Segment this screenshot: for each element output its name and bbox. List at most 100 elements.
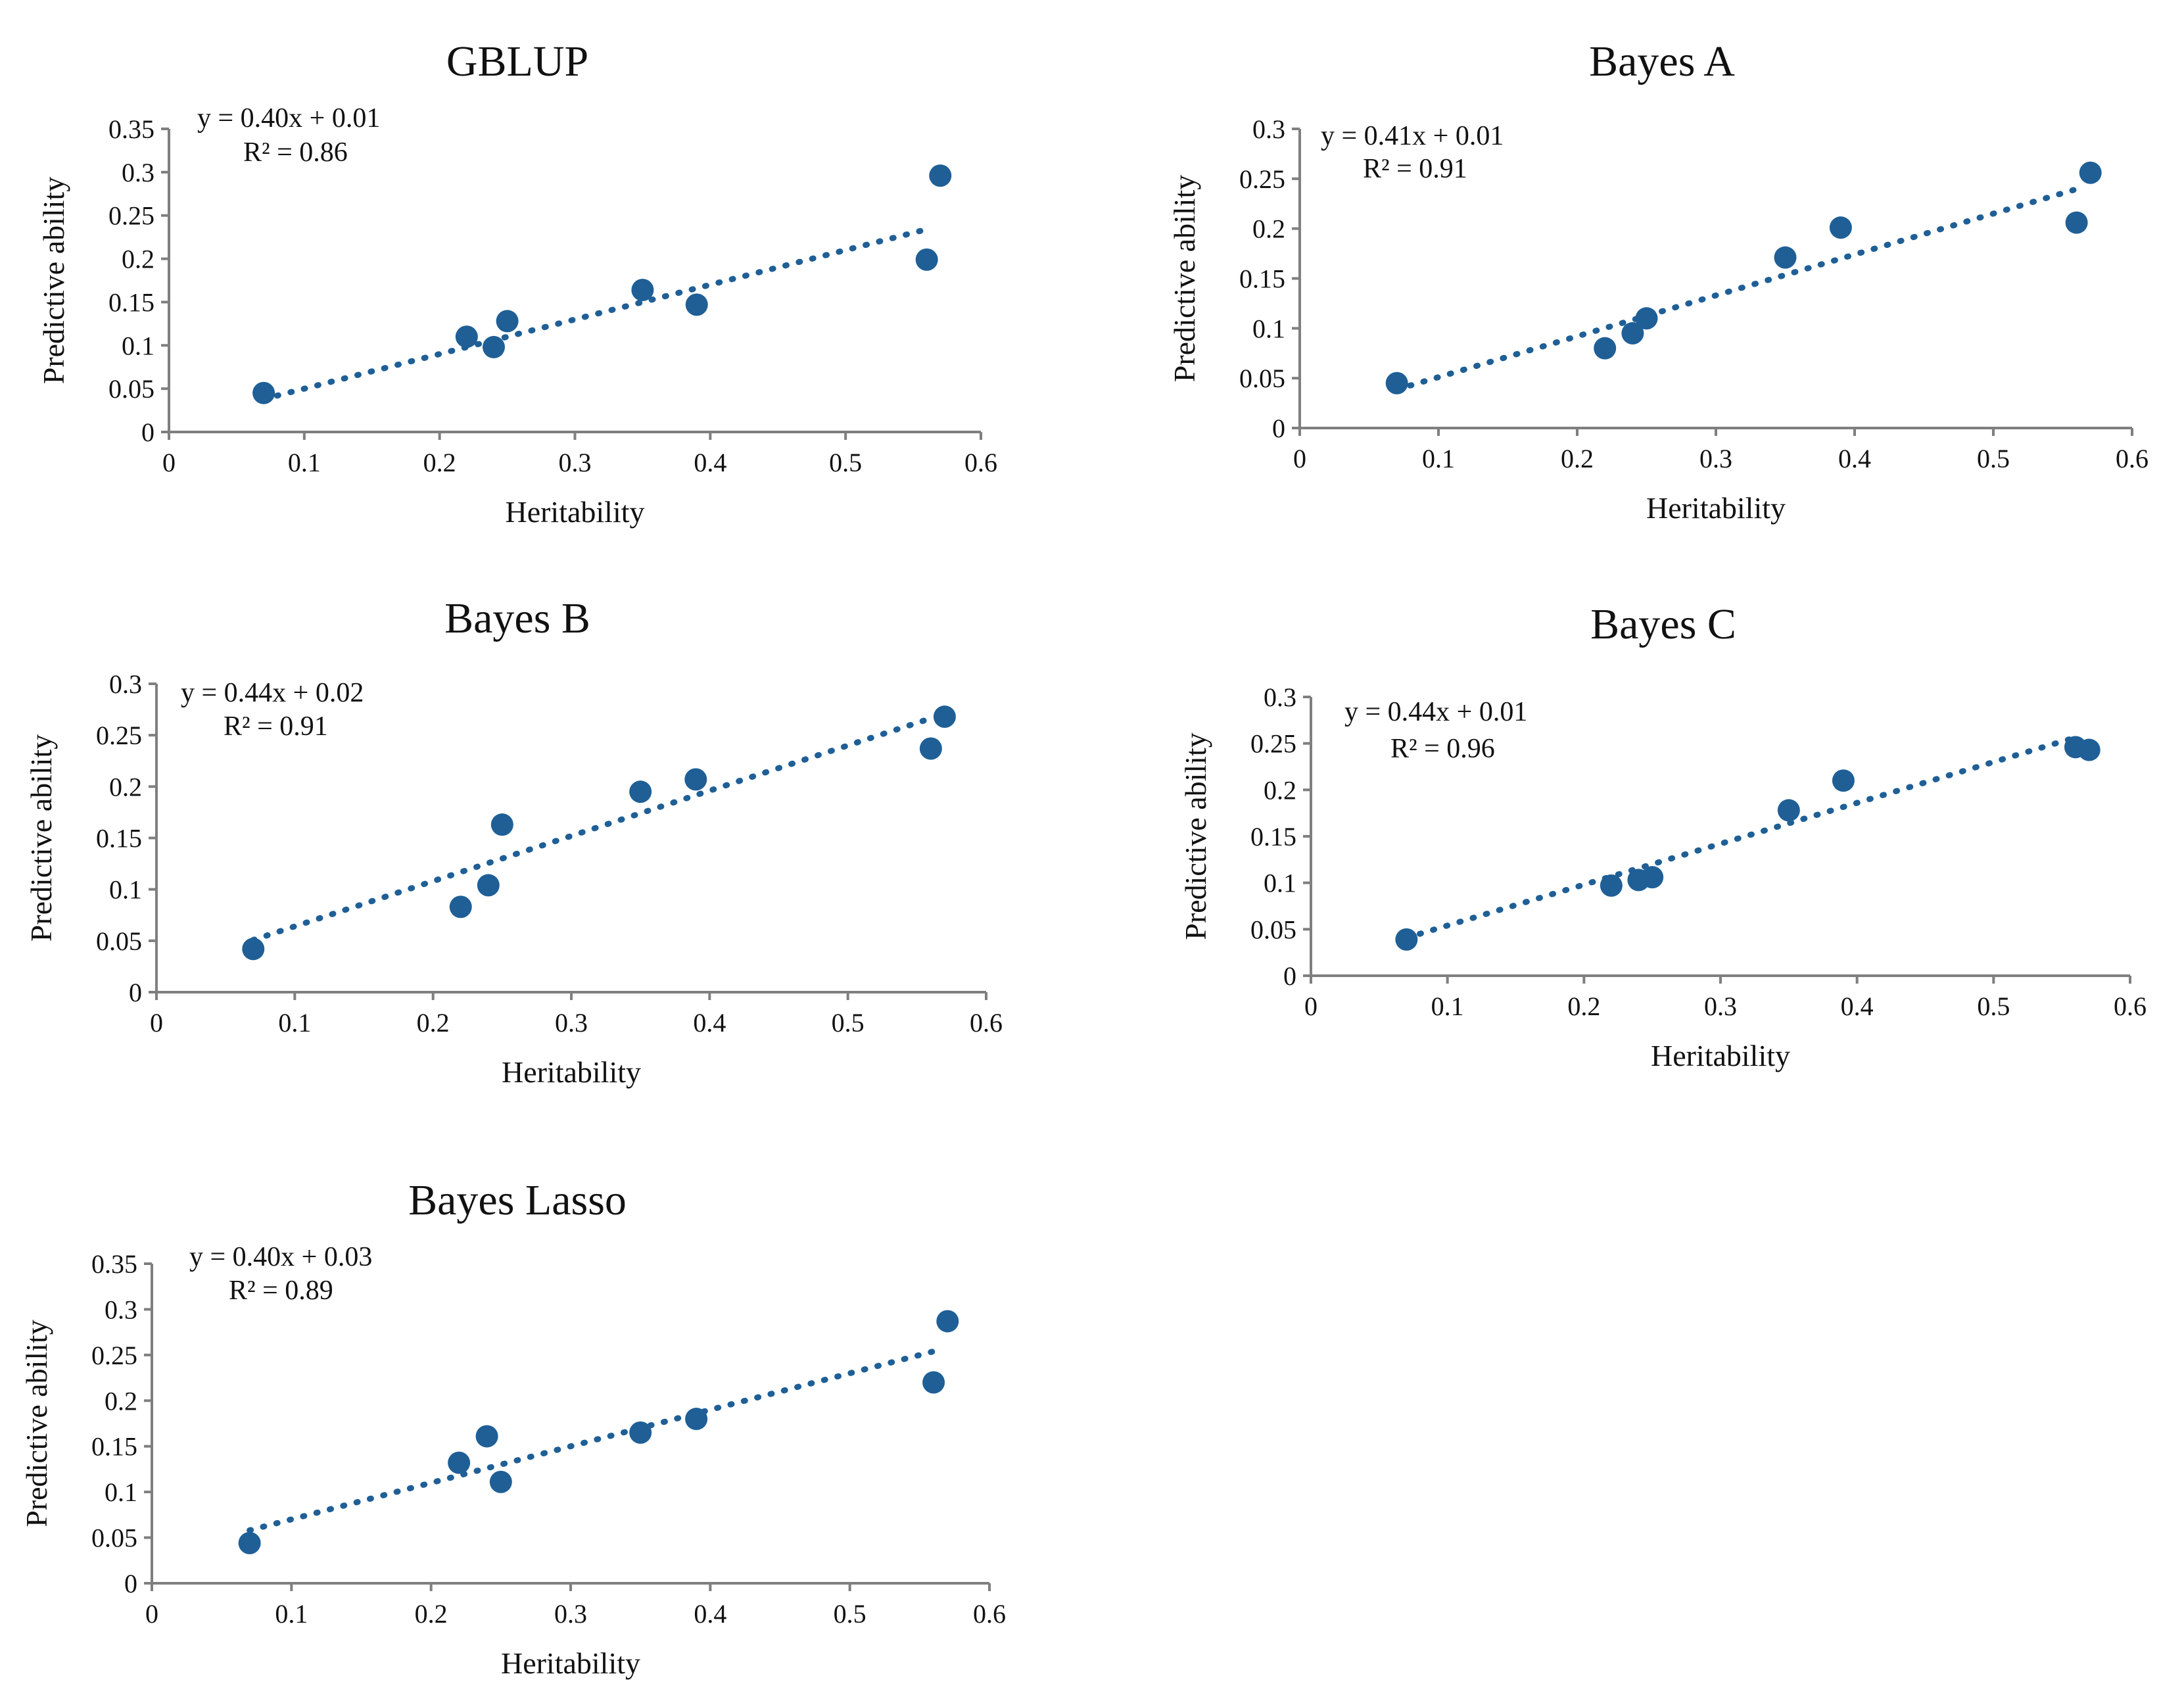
data-point (483, 335, 505, 358)
y-tick-label: 0.05 (91, 1523, 137, 1553)
trendline-equation: y = 0.44x + 0.01 (1344, 697, 1527, 727)
r-squared-label: R² = 0.91 (1363, 154, 1467, 184)
y-tick-label: 0.05 (1239, 364, 1285, 393)
x-tick-label: 0.3 (555, 1008, 588, 1038)
trendline-equation: y = 0.41x + 0.01 (1321, 121, 1504, 151)
x-tick-label: 0.1 (288, 448, 321, 477)
y-tick-label: 0 (1283, 961, 1296, 991)
y-tick-label: 0.15 (91, 1432, 137, 1462)
y-axis-label: Predictive ability (37, 177, 70, 385)
y-tick-label: 0.25 (96, 721, 142, 750)
chart-panel-3: Bayes B 0 0.05 0.1 0.15 0.2 0.25 0.3 0 0.1 0.2 0.3 0… (24, 594, 1003, 1089)
x-tick-label: 0.3 (554, 1599, 587, 1629)
x-tick-label: 0.4 (1841, 992, 1874, 1021)
data-point (684, 768, 707, 791)
chart-panel-5: Bayes Lasso 0 0.05 0.1 0.15 0.2 0.25 0.3 0.35 0 0.… (20, 1176, 1006, 1680)
y-tick-label: 0.2 (105, 1386, 137, 1416)
x-tick-label: 0.5 (1977, 992, 2010, 1021)
y-tick-label: 0.2 (109, 772, 142, 801)
y-tick-label: 0 (129, 978, 142, 1007)
y-tick-label: 0.35 (108, 114, 154, 144)
data-point (936, 1310, 959, 1333)
y-tick-label: 0.3 (109, 669, 142, 699)
data-point (915, 248, 938, 271)
data-point (1395, 928, 1418, 951)
chart-panel-2: Bayes A 0 0.05 0.1 0.15 0.2 0.25 0.3 0 0.1 0.2 0.3 0… (1168, 37, 2148, 525)
data-point (929, 164, 952, 187)
x-tick-label: 0.4 (694, 1599, 726, 1629)
data-point (477, 874, 500, 897)
data-point (1621, 322, 1644, 345)
x-tick-label: 0.3 (559, 448, 592, 477)
y-tick-label: 0 (141, 418, 154, 447)
x-tick-label: 0.5 (832, 1008, 865, 1038)
data-point (490, 813, 513, 836)
x-tick-label: 0.1 (1422, 444, 1455, 473)
y-tick-label: 0.15 (96, 824, 142, 853)
y-tick-label: 0.1 (122, 331, 154, 360)
chart-title: Bayes B (444, 594, 590, 642)
trendline-equation: y = 0.40x + 0.01 (197, 103, 380, 133)
x-tick-label: 0 (1304, 992, 1318, 1021)
x-tick-label: 0 (162, 448, 176, 477)
data-point (922, 1371, 945, 1394)
data-point (629, 1421, 652, 1444)
data-point (455, 325, 478, 348)
x-tick-label: 0 (145, 1599, 158, 1629)
x-tick-label: 0.2 (415, 1599, 448, 1629)
x-axis-label: Heritability (501, 1646, 640, 1680)
x-tick-label: 0 (150, 1008, 163, 1038)
trendline (250, 715, 934, 944)
x-axis-label: Heritability (502, 1055, 641, 1089)
trendline-equation: y = 0.40x + 0.03 (189, 1242, 372, 1272)
data-point (1600, 874, 1623, 897)
data-point (2079, 161, 2102, 184)
y-tick-label: 0.3 (1264, 682, 1296, 712)
r-squared-label: R² = 0.89 (229, 1276, 333, 1306)
x-tick-label: 0.5 (834, 1599, 866, 1629)
data-point (1641, 866, 1664, 889)
x-tick-label: 0.5 (829, 448, 862, 477)
x-tick-label: 0.1 (1431, 992, 1464, 1021)
trendline-equation: y = 0.44x + 0.02 (181, 678, 364, 708)
trendline (247, 1348, 937, 1533)
data-point (631, 278, 654, 301)
data-point (475, 1425, 498, 1448)
trendline (1403, 734, 2079, 941)
y-tick-label: 0.3 (105, 1295, 137, 1324)
data-point (489, 1470, 512, 1493)
y-tick-label: 0.2 (1264, 775, 1296, 805)
y-axis-label: Predictive ability (24, 734, 58, 942)
x-tick-label: 0.2 (417, 1008, 450, 1038)
data-point (1774, 246, 1797, 269)
data-point (448, 1451, 471, 1474)
y-axis-label: Predictive ability (1168, 175, 1201, 383)
x-tick-label: 0.6 (2116, 444, 2148, 473)
x-tick-label: 0.4 (693, 1008, 726, 1038)
y-tick-label: 0.05 (108, 374, 154, 404)
chart-title: Bayes C (1590, 600, 1736, 648)
y-tick-label: 0.1 (109, 875, 142, 905)
y-tick-label: 0.15 (108, 287, 154, 317)
x-tick-label: 0.6 (964, 448, 997, 477)
chart-title: Bayes Lasso (408, 1176, 627, 1224)
data-point (629, 780, 652, 803)
x-tick-label: 0.3 (1699, 444, 1732, 473)
data-point (2065, 211, 2088, 234)
x-tick-label: 0.2 (423, 448, 456, 477)
y-tick-label: 0.25 (1250, 729, 1296, 759)
data-point (1832, 769, 1855, 792)
y-tick-label: 0.25 (108, 201, 154, 231)
y-axis-label: Predictive ability (1179, 732, 1212, 940)
y-tick-label: 0.05 (1250, 915, 1296, 944)
data-point (1829, 216, 1852, 239)
y-tick-label: 0.35 (91, 1249, 137, 1279)
data-point (449, 896, 472, 919)
x-tick-label: 0.6 (970, 1008, 1003, 1038)
chart-panel-4: Bayes C 0 0.05 0.1 0.15 0.2 0.25 0.3 0 0.1 0.2 0.3 0… (1179, 600, 2147, 1072)
data-point (685, 293, 708, 316)
data-point (242, 938, 265, 961)
x-tick-label: 0.1 (278, 1008, 311, 1038)
y-tick-label: 0.2 (1252, 214, 1285, 244)
